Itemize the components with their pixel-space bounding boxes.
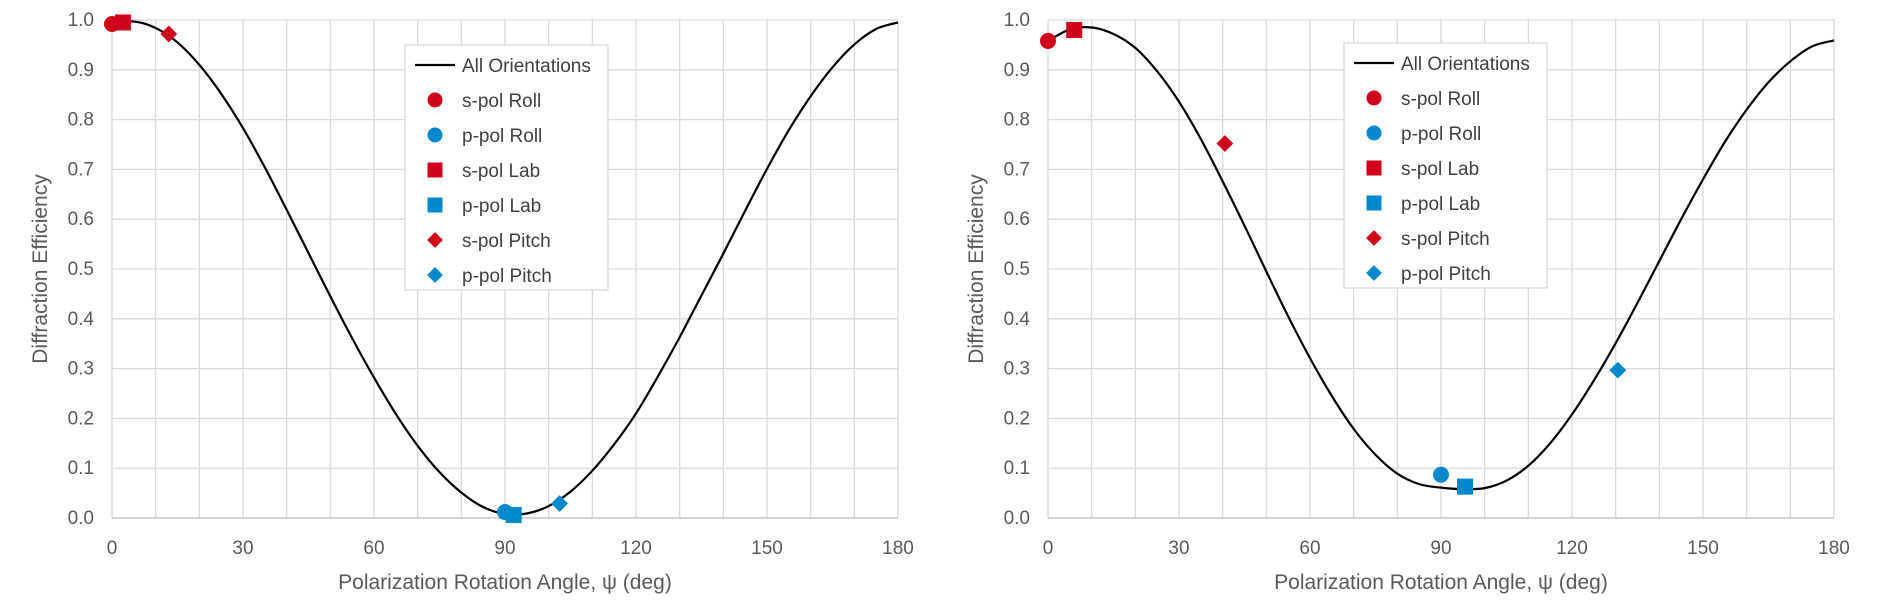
legend-item: s-pol Roll bbox=[427, 91, 541, 112]
legend-label: All Orientations bbox=[462, 56, 591, 77]
y-tick-label: 1.0 bbox=[68, 10, 94, 31]
y-tick-label: 0.2 bbox=[1004, 408, 1030, 429]
y-tick-label: 0.5 bbox=[68, 259, 94, 280]
y-tick-label: 0.9 bbox=[1004, 60, 1030, 81]
y-axis-title: Diffraction Efficiency bbox=[29, 174, 52, 364]
s-pol-roll-point bbox=[1040, 32, 1056, 49]
legend-item: p-pol Lab bbox=[427, 196, 541, 217]
x-tick-label: 60 bbox=[363, 538, 384, 559]
legend-label: p-pol Pitch bbox=[1401, 264, 1491, 285]
legend-item: All Orientations bbox=[1354, 54, 1530, 75]
y-tick-label: 0.4 bbox=[1004, 309, 1031, 330]
x-tick-label: 30 bbox=[1168, 538, 1189, 559]
legend-marker-swatch bbox=[1366, 160, 1382, 176]
legend-marker-swatch bbox=[427, 267, 443, 283]
chart-1: 0 30 60 90 120 150 180 0.0 0.1 0.2 0.3 0.4 0.5 0.6 0.7… bbox=[29, 10, 914, 594]
y-tick-label: 0.5 bbox=[1004, 259, 1030, 280]
x-tick-label: 180 bbox=[1818, 538, 1850, 559]
all-orientations-curve bbox=[1047, 26, 1835, 491]
legend: All Orientations s-pol Roll p-pol Roll s-po… bbox=[1343, 42, 1548, 289]
y-tick-label: 0.1 bbox=[1004, 458, 1030, 479]
y-tick-label: 0.7 bbox=[1004, 159, 1030, 180]
legend-label: s-pol Lab bbox=[462, 161, 540, 182]
x-tick-label: 150 bbox=[1687, 538, 1719, 559]
legend-label: s-pol Roll bbox=[1401, 89, 1480, 110]
legend-marker-swatch bbox=[1366, 195, 1382, 211]
legend-item: p-pol Roll bbox=[427, 126, 542, 147]
x-tick-label: 90 bbox=[494, 538, 515, 559]
legend-item: s-pol Lab bbox=[1366, 159, 1479, 180]
y-tick-label: 0.4 bbox=[68, 309, 95, 330]
y-tick-label: 0.0 bbox=[1004, 508, 1030, 529]
legend-marker-swatch bbox=[1366, 230, 1382, 246]
legend-marker-swatch bbox=[1366, 90, 1382, 106]
p-pol-lab-point bbox=[505, 507, 522, 524]
legend-marker-swatch bbox=[427, 162, 443, 178]
legend-label: All Orientations bbox=[1401, 54, 1530, 75]
x-axis-title: Polarization Rotation Angle, ψ (deg) bbox=[1274, 571, 1608, 594]
legend-marker-swatch bbox=[427, 92, 443, 108]
legend-item: All Orientations bbox=[415, 56, 591, 77]
legend-label: s-pol Lab bbox=[1401, 159, 1479, 180]
x-tick-label: 60 bbox=[1299, 538, 1320, 559]
y-tick-label: 0.1 bbox=[68, 458, 94, 479]
legend-label: p-pol Lab bbox=[462, 196, 541, 217]
legend-item: s-pol Roll bbox=[1366, 89, 1480, 110]
x-axis-title: Polarization Rotation Angle, ψ (deg) bbox=[338, 571, 672, 594]
legend-item: p-pol Lab bbox=[1366, 194, 1480, 215]
legend-label: p-pol Roll bbox=[1401, 124, 1481, 145]
legend-marker-swatch bbox=[427, 127, 443, 143]
y-tick-label: 0.2 bbox=[68, 408, 94, 429]
x-tick-label: 0 bbox=[1043, 538, 1054, 559]
legend-label: s-pol Pitch bbox=[1401, 229, 1490, 250]
legend-label: s-pol Pitch bbox=[462, 231, 551, 252]
y-axis-title: Diffraction Efficiency bbox=[965, 174, 988, 364]
p-pol-pitch-point bbox=[1609, 361, 1627, 379]
x-tick-label: 0 bbox=[107, 538, 118, 559]
legend-item: s-pol Lab bbox=[427, 161, 540, 182]
legend-item: s-pol Pitch bbox=[1366, 229, 1490, 250]
x-tick-label: 30 bbox=[232, 538, 253, 559]
legend-marker-swatch bbox=[427, 197, 443, 213]
y-tick-label: 0.3 bbox=[68, 359, 94, 380]
legend-item: p-pol Pitch bbox=[427, 266, 552, 287]
x-tick-label: 150 bbox=[751, 538, 783, 559]
y-tick-label: 1.0 bbox=[1004, 10, 1030, 31]
legend-label: p-pol Lab bbox=[1401, 194, 1480, 215]
legend-item: p-pol Roll bbox=[1366, 124, 1481, 145]
p-pol-pitch-point bbox=[551, 495, 568, 512]
legend-label: s-pol Roll bbox=[462, 91, 541, 112]
legend-item: s-pol Pitch bbox=[427, 231, 551, 252]
y-tick-label: 0.6 bbox=[68, 209, 94, 230]
x-tick-label: 90 bbox=[1430, 538, 1451, 559]
y-tick-label: 0.3 bbox=[1004, 359, 1030, 380]
y-tick-label: 0.0 bbox=[68, 508, 94, 529]
s-pol-pitch-point bbox=[160, 25, 178, 43]
x-tick-label: 120 bbox=[1556, 538, 1588, 559]
legend-label: p-pol Pitch bbox=[462, 266, 552, 287]
legend-marker-swatch bbox=[1366, 265, 1382, 281]
legend-marker-swatch bbox=[427, 232, 443, 248]
s-pol-pitch-point bbox=[1216, 135, 1234, 152]
y-tick-label: 0.8 bbox=[1004, 110, 1030, 131]
legend: All Orientations s-pol Roll p-pol Roll s-po… bbox=[404, 44, 609, 291]
y-tick-label: 0.7 bbox=[68, 159, 94, 180]
legend-label: p-pol Roll bbox=[462, 126, 542, 147]
y-tick-label: 0.6 bbox=[1004, 209, 1030, 230]
y-tick-label: 0.9 bbox=[68, 60, 94, 81]
y-tick-label: 0.8 bbox=[68, 110, 94, 131]
legend-marker-swatch bbox=[1366, 125, 1382, 141]
s-pol-lab-point bbox=[114, 14, 131, 31]
s-pol-lab-point bbox=[1066, 21, 1083, 38]
p-pol-lab-point bbox=[1457, 478, 1474, 495]
chart-2: 0 30 60 90 120 150 180 0.0 0.1 0.2 0.3 0.4 0.5 0.6 0.7… bbox=[965, 10, 1850, 594]
p-pol-roll-point bbox=[1433, 466, 1449, 483]
x-tick-label: 180 bbox=[882, 538, 914, 559]
legend-item: p-pol Pitch bbox=[1366, 264, 1491, 285]
x-tick-label: 120 bbox=[620, 538, 652, 559]
